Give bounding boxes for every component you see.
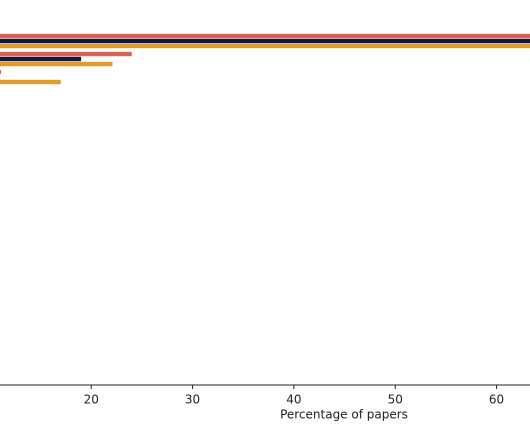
bar <box>0 33 530 39</box>
bar <box>0 61 113 67</box>
plot-area <box>0 33 530 85</box>
bar <box>0 56 82 62</box>
bar <box>0 38 530 44</box>
bar <box>0 69 2 75</box>
x-tick-label: 30 <box>185 393 200 407</box>
bar <box>0 51 132 57</box>
x-tick-label: 40 <box>286 393 301 407</box>
x-axis-label: Percentage of papers <box>280 408 408 422</box>
x-tick-label: 60 <box>489 393 504 407</box>
x-tick-label: 20 <box>84 393 99 407</box>
x-tick-label: 50 <box>388 393 403 407</box>
bar <box>0 43 530 49</box>
bar <box>0 79 61 85</box>
